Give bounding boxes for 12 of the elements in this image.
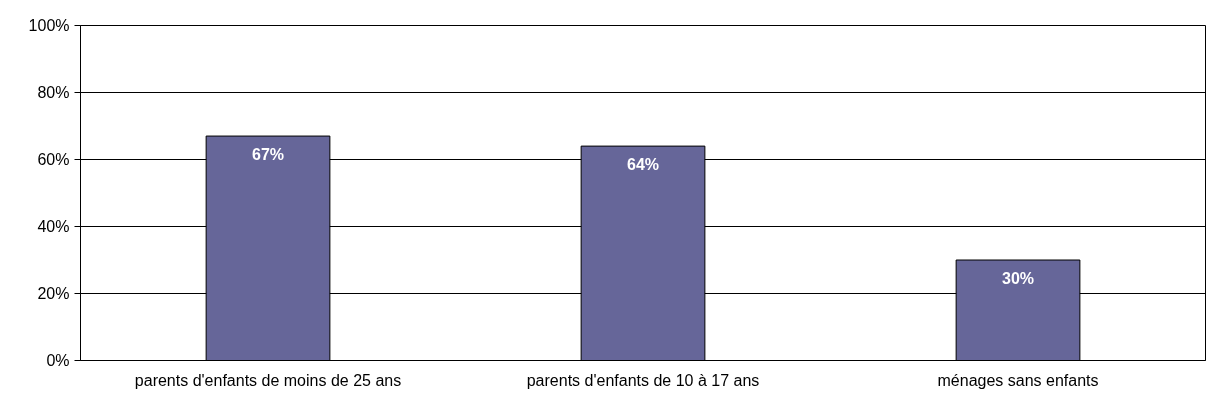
data-label: 64%: [626, 156, 660, 174]
y-tick-label: 40%: [37, 218, 70, 235]
x-tick-label: ménages sans enfants: [937, 371, 1099, 389]
data-label: 67%: [251, 146, 285, 164]
x-tick-label: parents d'enfants de 10 à 17 ans: [526, 371, 760, 389]
y-tick-label: 80%: [37, 84, 70, 101]
x-tick-label: parents d'enfants de moins de 25 ans: [134, 371, 402, 389]
y-tick-label: 20%: [37, 285, 70, 302]
y-tick-label: 60%: [37, 151, 70, 168]
y-tick-label: 0%: [46, 352, 70, 369]
data-label: 30%: [1001, 270, 1035, 287]
y-tick-label: 100%: [28, 17, 70, 34]
